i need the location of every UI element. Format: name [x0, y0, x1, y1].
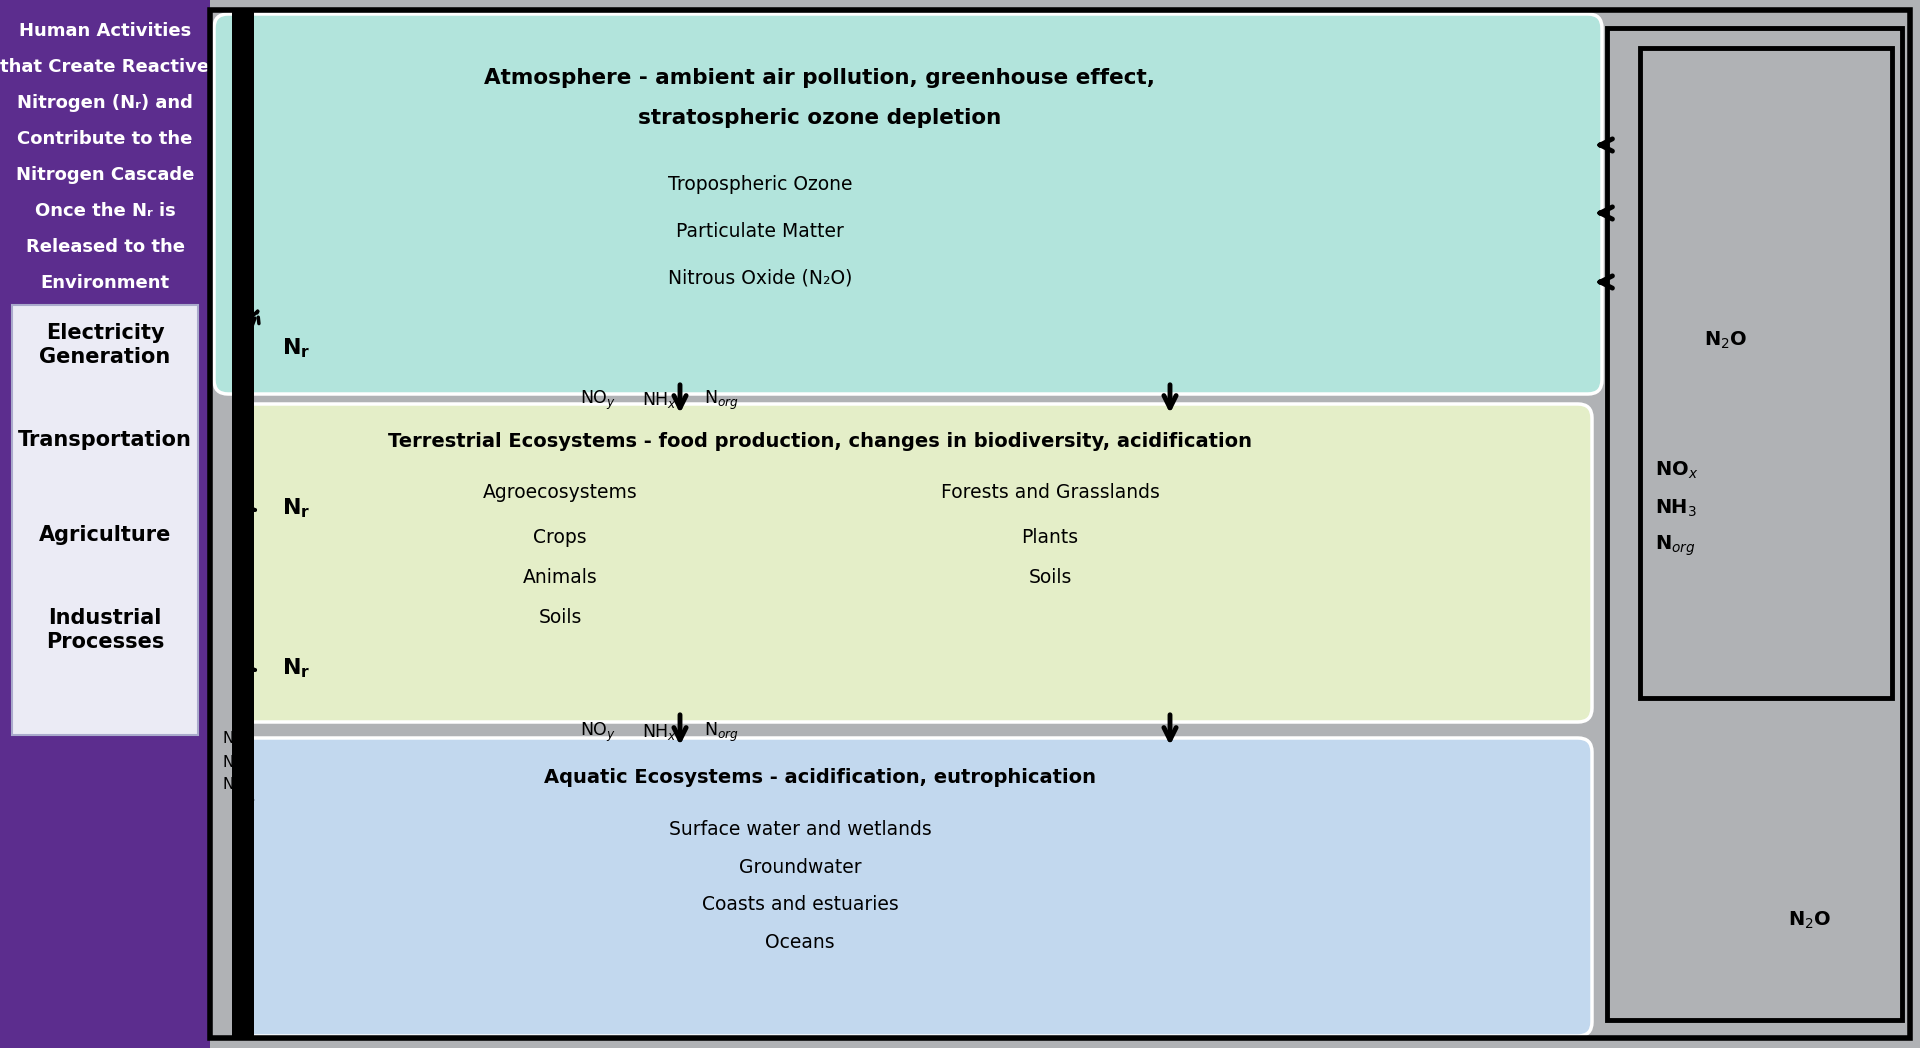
Text: N$_{org}$: N$_{org}$ [705, 720, 739, 744]
Text: Contribute to the: Contribute to the [17, 130, 192, 148]
FancyBboxPatch shape [234, 738, 1592, 1036]
Text: NH$_3$: NH$_3$ [1655, 498, 1697, 519]
Text: Nitrogen (Nᵣ) and: Nitrogen (Nᵣ) and [17, 94, 192, 112]
Text: Soils: Soils [538, 608, 582, 627]
Text: N$_2$O: N$_2$O [1705, 329, 1747, 351]
Text: Oceans: Oceans [766, 933, 835, 952]
FancyBboxPatch shape [12, 305, 198, 735]
Text: Atmosphere - ambient air pollution, greenhouse effect,: Atmosphere - ambient air pollution, gree… [484, 68, 1156, 88]
Text: Transportation: Transportation [17, 430, 192, 450]
Text: N$_{org}$: N$_{org}$ [705, 389, 739, 412]
Text: Agroecosystems: Agroecosystems [482, 483, 637, 502]
Text: stratospheric ozone depletion: stratospheric ozone depletion [637, 108, 1002, 128]
Text: Agriculture: Agriculture [38, 525, 171, 545]
Text: $\mathbf{N_r}$: $\mathbf{N_r}$ [282, 656, 311, 680]
Text: NO$_y$: NO$_y$ [580, 389, 616, 412]
Text: Once the Nᵣ is: Once the Nᵣ is [35, 202, 175, 220]
Text: Nitrogen Cascade: Nitrogen Cascade [15, 166, 194, 184]
Bar [1607, 28, 1903, 1020]
Text: Nitrous Oxide (N₂O): Nitrous Oxide (N₂O) [668, 268, 852, 287]
Bar [232, 10, 253, 1038]
Text: Forests and Grasslands: Forests and Grasslands [941, 483, 1160, 502]
Text: Released to the: Released to the [25, 238, 184, 256]
FancyBboxPatch shape [213, 14, 1601, 394]
Text: Surface water and wetlands: Surface water and wetlands [668, 820, 931, 839]
Text: NH$_x$: NH$_x$ [223, 754, 253, 772]
Text: Plants: Plants [1021, 528, 1079, 547]
Text: Human Activities: Human Activities [19, 22, 192, 40]
Text: Industrial
Processes: Industrial Processes [46, 609, 165, 652]
Bar [209, 10, 1910, 1038]
Text: NH$_x$: NH$_x$ [641, 722, 678, 742]
Text: NO$_y$: NO$_y$ [580, 720, 616, 744]
Text: Animals: Animals [522, 568, 597, 587]
Text: $\mathbf{N_r}$: $\mathbf{N_r}$ [282, 496, 311, 520]
Text: Electricity
Generation: Electricity Generation [40, 324, 171, 367]
Text: N$_{org}$: N$_{org}$ [223, 776, 253, 796]
Text: Terrestrial Ecosystems - food production, changes in biodiversity, acidification: Terrestrial Ecosystems - food production… [388, 432, 1252, 451]
Text: NO$_y$: NO$_y$ [223, 729, 253, 750]
Text: Particulate Matter: Particulate Matter [676, 222, 845, 241]
Text: Environment: Environment [40, 274, 169, 292]
FancyBboxPatch shape [234, 403, 1592, 722]
Text: N$_2$O: N$_2$O [1788, 910, 1832, 931]
Text: N$_{org}$: N$_{org}$ [1655, 533, 1695, 559]
Text: Aquatic Ecosystems - acidification, eutrophication: Aquatic Ecosystems - acidification, eutr… [543, 768, 1096, 787]
Text: that Create Reactive: that Create Reactive [0, 58, 209, 77]
Text: Tropospheric Ozone: Tropospheric Ozone [668, 175, 852, 194]
Text: NH$_x$: NH$_x$ [641, 390, 678, 410]
Bar [1640, 48, 1891, 698]
Bar [0, 0, 209, 1048]
Text: Groundwater: Groundwater [739, 858, 862, 877]
Text: NO$_x$: NO$_x$ [1655, 459, 1699, 481]
Text: Soils: Soils [1029, 568, 1071, 587]
Text: Crops: Crops [534, 528, 588, 547]
Text: $\mathbf{N_r}$: $\mathbf{N_r}$ [282, 336, 311, 359]
Text: Coasts and estuaries: Coasts and estuaries [701, 895, 899, 914]
